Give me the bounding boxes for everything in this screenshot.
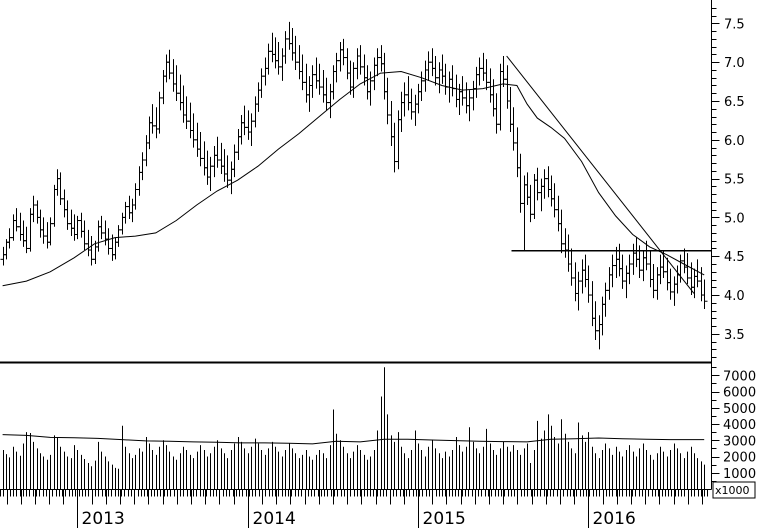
volume-axis-tick-label: 1000 <box>723 467 756 482</box>
volume-bars <box>3 367 705 489</box>
date-axis: 2013 2014 2015 2016 <box>0 489 708 529</box>
year-axis-label: 2013 <box>82 509 125 529</box>
ohlc-bar <box>701 279 708 310</box>
price-axis-tick-label: 4.5 <box>724 250 745 265</box>
price-axis-tick-label: 5.0 <box>724 211 745 226</box>
price-axis: 3.5 4.0 4.5 5.0 5.5 6.0 6.5 7.0 7.5 <box>711 8 745 358</box>
price-axis-tick-label: 6.5 <box>724 95 745 110</box>
price-axis-tick-label: 3.5 <box>724 328 745 343</box>
volume-unit-box <box>712 481 756 499</box>
price-axis-tick-label: 7.0 <box>724 56 745 71</box>
volume-ma-path <box>2 434 705 445</box>
year-axis-label: 2014 <box>253 509 296 529</box>
price-axis-tick-label: 4.0 <box>724 289 745 304</box>
volume-axis-tick-label: 7000 <box>723 369 756 384</box>
price-ma-path <box>2 70 705 287</box>
price-axis-tick-label: 5.5 <box>724 173 745 188</box>
volume-unit-label: x1000 <box>715 484 750 497</box>
price-axis-tick-label: 6.0 <box>724 134 745 149</box>
year-axis-label: 2016 <box>593 509 636 529</box>
price-axis-tick-label: 7.5 <box>724 17 745 32</box>
price-ohlc-bars <box>0 21 708 350</box>
year-axis-label: 2015 <box>423 509 466 529</box>
volume-axis-tick-label: 6000 <box>723 386 756 401</box>
chart-annotations <box>506 55 711 294</box>
volume-axis-tick-label: 3000 <box>723 434 756 449</box>
volume-axis-tick-label: 4000 <box>723 418 756 433</box>
volume-moving-average-line <box>2 434 705 445</box>
volume-axis-tick-label: 2000 <box>723 451 756 466</box>
volume-axis-tick-label: 5000 <box>723 402 756 417</box>
downtrend-line <box>506 55 695 294</box>
price-moving-average-line <box>2 70 705 287</box>
